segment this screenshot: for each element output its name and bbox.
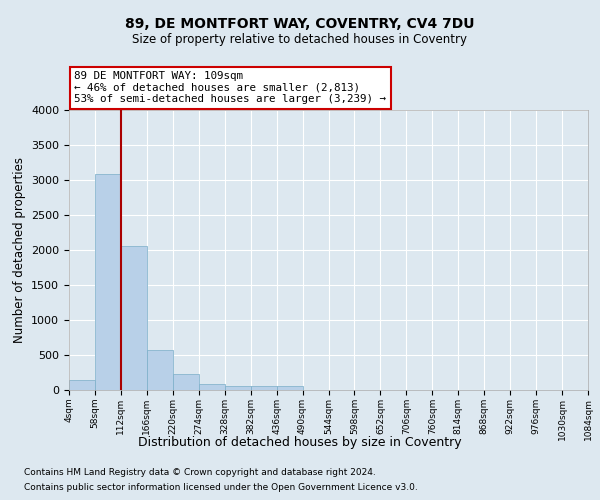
Bar [95, 174, 121, 390]
Bar [147, 350, 173, 390]
Bar [251, 386, 277, 390]
Bar [225, 386, 251, 390]
Y-axis label: Number of detached properties: Number of detached properties [13, 157, 26, 343]
Bar [121, 246, 147, 390]
Bar [173, 374, 199, 390]
Bar [277, 386, 302, 390]
Text: Distribution of detached houses by size in Coventry: Distribution of detached houses by size … [138, 436, 462, 449]
Bar [69, 380, 95, 390]
Text: 89 DE MONTFORT WAY: 109sqm
← 46% of detached houses are smaller (2,813)
53% of s: 89 DE MONTFORT WAY: 109sqm ← 46% of deta… [74, 71, 386, 104]
Bar [199, 384, 224, 390]
Text: Contains HM Land Registry data © Crown copyright and database right 2024.: Contains HM Land Registry data © Crown c… [24, 468, 376, 477]
Text: Size of property relative to detached houses in Coventry: Size of property relative to detached ho… [133, 32, 467, 46]
Text: Contains public sector information licensed under the Open Government Licence v3: Contains public sector information licen… [24, 483, 418, 492]
Text: 89, DE MONTFORT WAY, COVENTRY, CV4 7DU: 89, DE MONTFORT WAY, COVENTRY, CV4 7DU [125, 18, 475, 32]
